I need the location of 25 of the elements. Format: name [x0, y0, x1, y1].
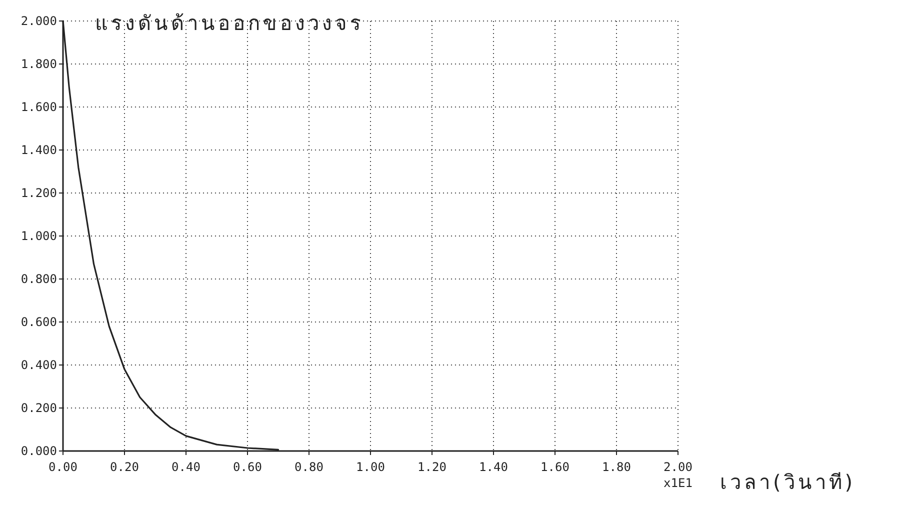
x-tick-label: 0.60 — [233, 460, 262, 474]
x-tick-label: 1.40 — [479, 460, 508, 474]
x-tick-label: 1.20 — [418, 460, 446, 474]
x-tick-label: 1.00 — [356, 460, 385, 474]
x-tick-label: 0.80 — [294, 460, 324, 474]
y-tick-label: 2.000 — [20, 14, 57, 28]
y-tick-label: 0.800 — [20, 272, 57, 286]
x-tick-label: 0.40 — [172, 460, 200, 474]
y-tick-label: 0.400 — [20, 358, 57, 372]
y-tick-label: 1.200 — [20, 186, 57, 200]
x-tick-label: 0.20 — [110, 460, 139, 474]
text: x1E1 — [664, 476, 692, 490]
x-tick-label: 2.00 — [664, 460, 692, 474]
y-tick-label: 0.000 — [20, 444, 57, 458]
x-axis-title: เวลา(วินาที) — [720, 470, 856, 494]
y-tick-label: 1.400 — [20, 143, 57, 157]
x-tick-label: 0.00 — [48, 460, 78, 474]
y-tick-label: 1.800 — [20, 57, 57, 71]
x-tick-label: 1.60 — [540, 460, 570, 474]
y-tick-label: 0.200 — [20, 401, 57, 415]
y-tick-label: 0.600 — [20, 315, 57, 329]
y-tick-label: 1.600 — [20, 100, 57, 114]
chart-title: แรงดันด้านออกของวงจร — [95, 11, 364, 35]
x-tick-label: 1.80 — [602, 460, 631, 474]
y-tick-label: 1.000 — [20, 229, 57, 243]
